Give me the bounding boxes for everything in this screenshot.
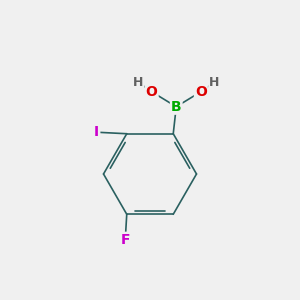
Text: I: I [94, 125, 99, 139]
Text: O: O [146, 85, 158, 99]
Text: B: B [171, 100, 181, 114]
Text: F: F [121, 233, 130, 247]
Text: H: H [133, 76, 143, 88]
Text: H: H [209, 76, 220, 88]
Text: O: O [195, 85, 207, 99]
